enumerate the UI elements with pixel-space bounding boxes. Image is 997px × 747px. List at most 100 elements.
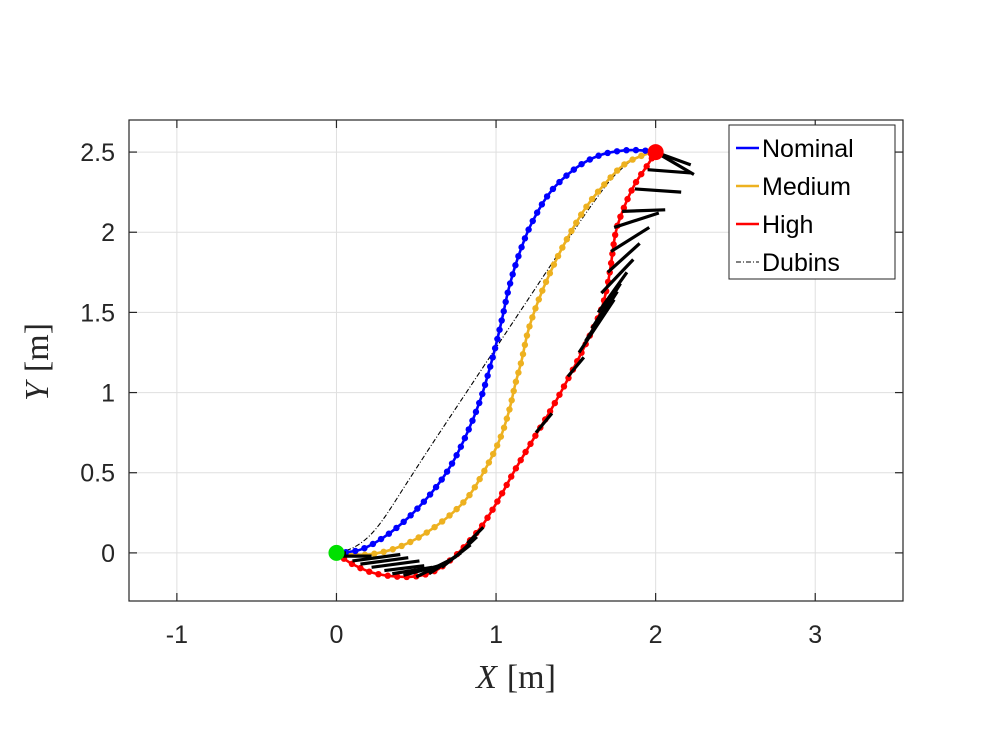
medium-point <box>415 534 422 541</box>
high-point <box>517 456 524 464</box>
medium-point <box>638 152 645 160</box>
medium-point <box>529 314 536 321</box>
y-tick-label: 2.5 <box>80 139 115 167</box>
nominal-point <box>385 530 393 537</box>
medium-point <box>497 433 505 440</box>
medium-point <box>466 491 473 499</box>
high-point <box>632 178 640 186</box>
y-tick-label: 1 <box>101 380 115 408</box>
medium-point <box>453 505 460 513</box>
nominal-point <box>586 156 594 163</box>
nominal-point <box>533 209 541 216</box>
heading-segment <box>453 535 478 559</box>
medium-point <box>526 323 533 330</box>
nominal-point <box>472 408 480 416</box>
heading-segment <box>566 356 586 378</box>
medium-point <box>508 397 515 404</box>
y-tick-label: 0.5 <box>80 460 115 488</box>
plot-area <box>333 146 695 581</box>
medium-point <box>512 378 520 385</box>
medium-point <box>481 467 488 475</box>
high-point <box>628 187 635 194</box>
high-point <box>527 440 534 448</box>
nominal-point <box>525 226 532 233</box>
nominal-point <box>570 166 578 173</box>
medium-point <box>601 181 608 188</box>
x-tick-label: 1 <box>489 621 503 649</box>
high-point <box>611 231 619 239</box>
legend-label-nominal: Nominal <box>762 135 854 163</box>
nominal-point <box>426 491 434 498</box>
medium-point <box>380 548 387 556</box>
nominal-point <box>484 372 491 379</box>
nominal-point <box>512 262 519 269</box>
nominal-point <box>393 524 400 532</box>
medium-point <box>506 406 513 413</box>
x-tick-label: -1 <box>166 621 188 649</box>
heading-segment <box>590 282 622 330</box>
nominal-point <box>502 298 509 306</box>
nominal-point <box>543 193 551 200</box>
x-tick-label: 2 <box>649 621 663 649</box>
heading-segment <box>352 552 401 563</box>
high-point <box>624 195 631 203</box>
medium-point <box>532 305 539 312</box>
y-tick-label: 1.5 <box>80 299 115 327</box>
nominal-point <box>506 280 514 287</box>
high-point <box>617 213 624 220</box>
nominal-point <box>494 335 501 343</box>
high-point <box>551 399 559 407</box>
medium-point <box>389 546 396 553</box>
medium-point <box>583 203 590 210</box>
medium-point <box>588 195 596 203</box>
medium-point <box>594 188 602 195</box>
medium-point <box>446 512 453 519</box>
x-tick-label: 0 <box>330 621 344 649</box>
medium-point <box>515 369 522 376</box>
nominal-point <box>465 426 472 433</box>
medium-point <box>554 252 562 260</box>
nominal-point <box>457 443 465 450</box>
heading-segment <box>613 211 660 229</box>
heading-segment <box>600 258 635 295</box>
medium-point <box>500 424 508 431</box>
axes-box <box>128 119 904 602</box>
high-point <box>546 408 554 415</box>
nominal-point <box>414 505 421 512</box>
nominal-point <box>515 252 522 260</box>
nominal-point <box>538 201 546 208</box>
x-tick-label: 3 <box>808 621 822 649</box>
medium-point <box>517 360 525 367</box>
high-point <box>478 522 486 529</box>
medium-point <box>471 484 479 491</box>
medium-point <box>578 211 585 218</box>
medium-point <box>607 174 614 181</box>
nominal-point <box>448 460 456 467</box>
medium-point <box>476 475 483 483</box>
high-point <box>494 498 501 505</box>
high-point <box>498 490 506 497</box>
medium-point <box>521 341 529 349</box>
medium-point <box>423 529 430 536</box>
high-point <box>357 564 364 572</box>
axis-ticks: -1 0 1 2 3 0 0.5 1 1.5 2 2.5 <box>80 120 903 649</box>
high-point <box>489 506 496 513</box>
high-point <box>609 250 616 257</box>
medium-point <box>460 499 467 506</box>
nominal-point <box>498 317 505 324</box>
nominal-point <box>563 172 570 179</box>
medium-point <box>550 261 558 268</box>
heading-segment <box>596 271 629 314</box>
medium-point <box>542 278 550 286</box>
nominal-point <box>642 147 649 154</box>
heading-segment <box>634 187 682 194</box>
heading-segment <box>622 208 666 213</box>
nominal-point <box>491 345 499 352</box>
high-point <box>503 481 510 489</box>
medium-point <box>573 219 580 226</box>
medium-point <box>438 518 446 525</box>
medium-point <box>519 350 527 358</box>
medium-point <box>489 450 497 458</box>
nominal-point <box>623 147 630 154</box>
